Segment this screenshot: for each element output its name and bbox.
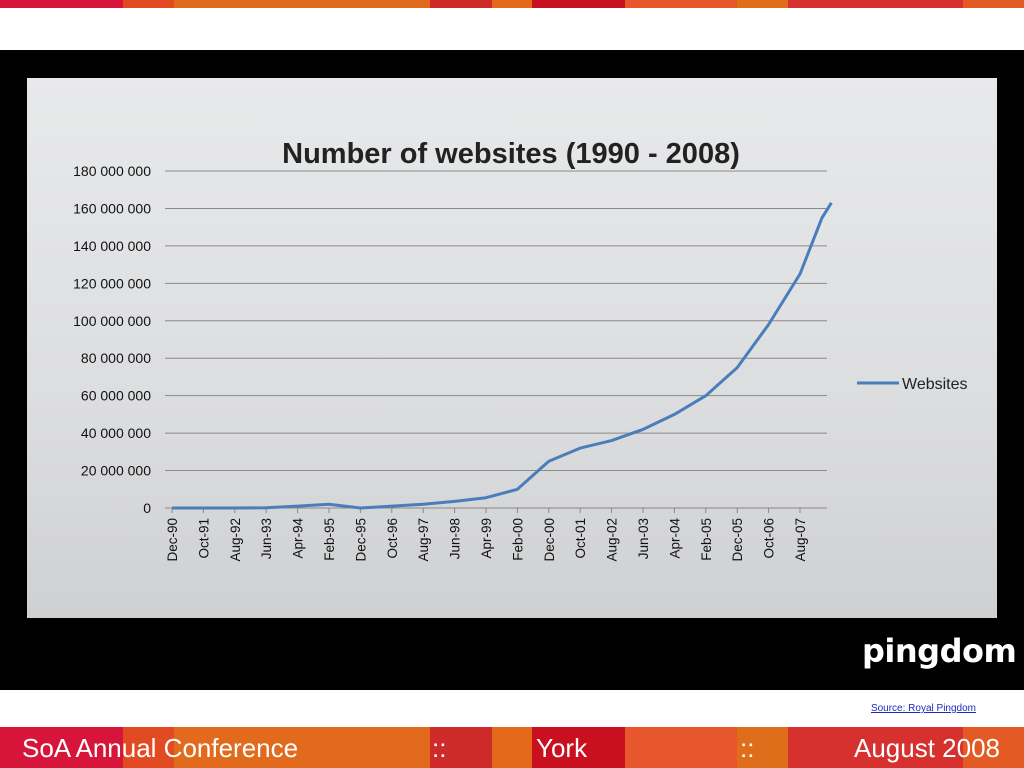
footer-bar [0, 727, 1024, 768]
x-tick-label: Dec-90 [165, 518, 180, 562]
y-axis-ticks: 0 20 000 000 40 000 000 60 000 000 80 000 00… [73, 163, 151, 516]
source-link[interactable]: Source: Royal Pingdom [870, 703, 976, 714]
line-chart: Number of websites (1990 - 2008) 0 20 000… [73, 138, 968, 562]
stripe-segment [624, 727, 738, 768]
x-tick-label: Aug-97 [416, 518, 431, 562]
x-tick-label: Feb-05 [699, 518, 714, 561]
y-tick-label: 40 000 000 [81, 425, 151, 441]
stripe-segment [430, 0, 492, 8]
y-tick-label: 100 000 000 [73, 313, 151, 329]
y-tick-label: 0 [143, 500, 151, 516]
stripe-segment [0, 0, 123, 8]
x-tick-label: Aug-02 [605, 518, 620, 562]
stripe-segment [788, 0, 963, 8]
footer-separator-2: :: [740, 733, 755, 763]
pingdom-logo: pingdom [862, 632, 1017, 670]
stripe-segment [122, 0, 175, 8]
y-tick-label: 20 000 000 [81, 463, 151, 479]
footer-city: York [536, 733, 588, 763]
x-tick-label: Apr-99 [479, 518, 494, 559]
footer-separator-1: :: [432, 733, 447, 763]
x-tick-label: Jun-98 [448, 518, 463, 559]
stripe-segment [788, 727, 963, 768]
x-tick-label: Apr-04 [667, 518, 682, 559]
stripe-segment [737, 0, 789, 8]
chart-title: Number of websites (1990 - 2008) [282, 138, 740, 170]
x-axis-ticks: Dec-90 Oct-91 Aug-92 Jun-93 Apr-94 Feb-95 Dec-… [165, 508, 808, 562]
x-tick-label: Feb-00 [510, 518, 525, 561]
y-tick-label: 120 000 000 [73, 275, 151, 291]
y-tick-label: 180 000 000 [73, 163, 151, 179]
y-tick-label: 140 000 000 [73, 238, 151, 254]
footer-date: August 2008 [853, 733, 1000, 763]
stripe-segment [962, 0, 1024, 8]
x-tick-label: Dec-00 [542, 518, 557, 562]
x-tick-label: Oct-06 [762, 518, 777, 559]
stripe-segment [491, 727, 533, 768]
stripe-segment [491, 0, 533, 8]
stripe-segment [962, 727, 1024, 768]
legend-label-websites: Websites [902, 376, 968, 393]
stripe-segment [174, 727, 431, 768]
y-tick-label: 160 000 000 [73, 200, 151, 216]
stripe-segment [624, 0, 738, 8]
x-tick-label: Oct-01 [573, 518, 588, 559]
footer-conference: SoA Annual Conference [22, 733, 299, 763]
x-tick-label: Oct-96 [385, 518, 400, 559]
x-tick-label: Dec-05 [730, 518, 745, 562]
chart-image-frame: Number of websites (1990 - 2008) 0 20 000… [0, 50, 1024, 690]
stripe-segment [532, 727, 625, 768]
y-tick-label: 80 000 000 [81, 350, 151, 366]
x-tick-label: Apr-94 [291, 518, 306, 559]
x-tick-label: Jun-03 [636, 518, 651, 559]
stripe-segment [430, 727, 492, 768]
stripe-segment [0, 727, 123, 768]
x-tick-label: Aug-92 [228, 518, 243, 562]
chart-panel: Number of websites (1990 - 2008) 0 20 000… [27, 78, 997, 618]
series-line-websites [172, 202, 833, 510]
stripe-segment [174, 0, 431, 8]
stripe-segment [532, 0, 625, 8]
stripe-segment [737, 727, 789, 768]
legend: Websites [857, 376, 968, 393]
y-tick-label: 60 000 000 [81, 388, 151, 404]
x-tick-label: Oct-91 [196, 518, 211, 559]
x-tick-label: Jun-93 [259, 518, 274, 559]
top-color-stripe [0, 0, 1024, 8]
x-tick-label: Aug-07 [793, 518, 808, 562]
gridlines [165, 170, 827, 472]
x-tick-label: Feb-95 [322, 518, 337, 561]
stripe-segment [122, 727, 175, 768]
x-tick-label: Dec-95 [353, 518, 368, 562]
